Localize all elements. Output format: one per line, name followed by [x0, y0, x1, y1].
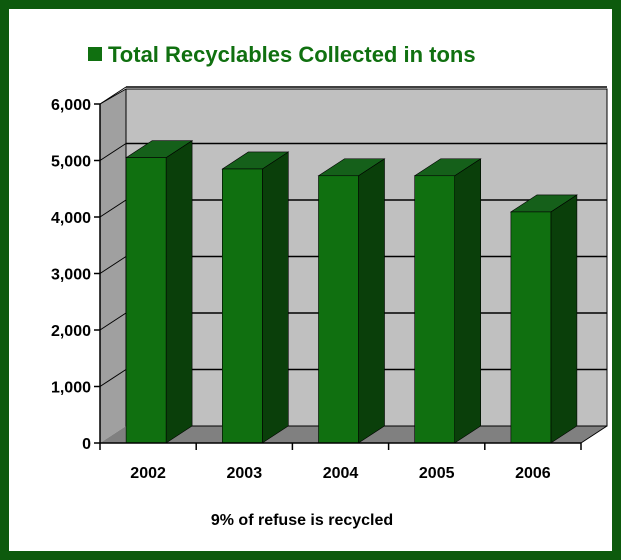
x-tick-label: 2006	[515, 465, 551, 482]
gridline-side	[99, 86, 127, 105]
x-tick-label: 2002	[130, 465, 166, 482]
bar-side	[550, 194, 578, 444]
bar-front	[510, 211, 552, 444]
gridline-side	[99, 199, 127, 218]
y-tick-label: 2,000	[51, 323, 91, 340]
bar	[509, 194, 578, 444]
bar	[125, 140, 194, 444]
chart-title: Total Recyclables Collected in tons	[108, 42, 476, 67]
y-tick-label: 5,000	[51, 154, 91, 171]
y-axis-ticks: 0 1,000 2,000 3,000 4,000 5,000 6,000	[51, 97, 100, 453]
bar-front	[125, 157, 167, 444]
floor-front-edge	[580, 425, 608, 444]
x-axis-ticks: 2002 2003 2004 2005 2006	[99, 443, 582, 482]
y-tick-label: 6,000	[51, 97, 91, 114]
gridline-side	[99, 369, 127, 387]
bar-front	[414, 175, 456, 444]
y-tick-label: 3,000	[51, 267, 91, 284]
bar	[317, 158, 386, 444]
gridline-side	[99, 256, 127, 274]
x-tick-label: 2005	[419, 465, 455, 482]
bar-side	[358, 158, 385, 444]
footnote: 9% of refuse is recycled	[211, 512, 393, 529]
bar-side	[454, 158, 482, 444]
bar-side	[165, 140, 193, 444]
bar-front	[222, 168, 263, 444]
side-wall	[100, 89, 126, 443]
y-tick-label: 4,000	[51, 210, 91, 227]
bar	[221, 151, 290, 444]
y-tick-label: 0	[82, 436, 91, 453]
x-tick-label: 2004	[323, 465, 359, 482]
x-tick-label: 2003	[227, 465, 263, 482]
legend-swatch	[88, 47, 102, 61]
bar-front	[318, 175, 359, 444]
bars	[125, 140, 578, 444]
bar-side	[261, 151, 289, 444]
gridline-side	[99, 312, 127, 331]
gridline-side	[99, 143, 127, 161]
y-tick-label: 1,000	[51, 380, 91, 397]
bar	[413, 158, 482, 444]
